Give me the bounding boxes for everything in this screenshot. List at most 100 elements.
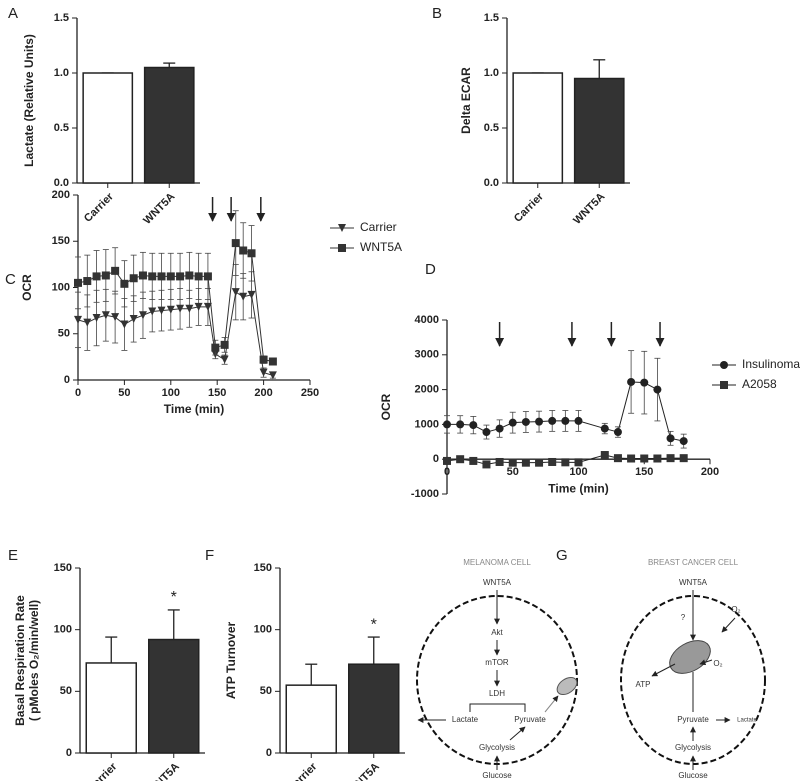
- y-tick-label: 100: [254, 624, 272, 636]
- x-tick-label: Carrier: [85, 760, 120, 781]
- x-tick-label: 50: [507, 466, 519, 478]
- point: [239, 246, 248, 255]
- node: Glucose: [482, 771, 512, 780]
- point: [74, 278, 82, 287]
- point: [129, 274, 138, 283]
- x-tick-label: 50: [118, 387, 130, 399]
- y-tick-label: 2000: [415, 384, 439, 396]
- point: [574, 458, 583, 467]
- y-tick-label: 1.5: [54, 12, 69, 24]
- point: [653, 385, 662, 394]
- node: O₂: [731, 605, 740, 614]
- node: WNT5A: [679, 578, 708, 587]
- y-tick-label: 100: [52, 281, 70, 293]
- x-tick-label: 200: [254, 387, 272, 399]
- point: [194, 302, 203, 311]
- y-tick-label: 0: [433, 453, 439, 465]
- point: [627, 377, 636, 386]
- y-tick-label: 1.5: [484, 12, 499, 24]
- arrow: [699, 659, 713, 666]
- legend-marker: [338, 224, 346, 232]
- point: [456, 420, 465, 429]
- point: [482, 460, 491, 469]
- point: [176, 272, 185, 281]
- y-tick-label: 1000: [415, 418, 439, 430]
- point: [521, 458, 530, 467]
- bar: [348, 663, 400, 754]
- point: [456, 455, 465, 464]
- legend-marker: [720, 381, 728, 389]
- point: [469, 421, 478, 430]
- point: [259, 355, 268, 364]
- y-tick-label: 200: [52, 189, 70, 201]
- y-tick-label: 0.5: [484, 122, 499, 134]
- y-tick-label: 0: [66, 747, 72, 759]
- y-tick-label: 1.0: [484, 67, 499, 79]
- legend-label: WNT5A: [360, 240, 402, 254]
- point: [138, 311, 147, 320]
- point: [166, 272, 175, 281]
- point: [469, 456, 478, 465]
- mitochondrion: [556, 676, 578, 696]
- point: [535, 458, 544, 467]
- node: LDH: [489, 689, 505, 698]
- node: Akt: [491, 628, 503, 637]
- bar: [148, 638, 200, 754]
- point: [231, 288, 240, 297]
- point: [111, 266, 120, 275]
- bar: [573, 77, 625, 184]
- point: [653, 454, 662, 463]
- point: [268, 357, 277, 366]
- legend-label: Insulinoma: [742, 357, 800, 371]
- x-tick-label: Carrier: [512, 190, 547, 225]
- x-tick-label: Carrier: [285, 760, 320, 781]
- point: [443, 456, 451, 465]
- y-tick-label: 50: [58, 328, 70, 340]
- point: [120, 279, 129, 288]
- y-tick-label: 50: [60, 685, 72, 697]
- point: [157, 306, 166, 315]
- bar: [512, 72, 564, 184]
- panel-letter: C: [5, 271, 16, 288]
- y-tick-label: -1000: [411, 488, 439, 500]
- x-axis-label: Time (min): [164, 402, 224, 416]
- point: [640, 454, 649, 463]
- point: [521, 417, 530, 426]
- panel-letter: F: [205, 547, 214, 564]
- point: [600, 451, 609, 460]
- y-tick-label: 150: [254, 562, 272, 574]
- point: [666, 434, 675, 443]
- x-tick-label: 0: [75, 387, 81, 399]
- x-tick-label: 100: [162, 387, 180, 399]
- point: [185, 304, 194, 313]
- point: [600, 424, 609, 433]
- x-tick-label: WNT5A: [141, 191, 177, 227]
- point: [259, 368, 268, 377]
- series-line: [77, 242, 273, 362]
- node: Pyruvate: [514, 715, 546, 724]
- y-tick-label: 0.5: [54, 122, 69, 134]
- y-axis-label: OCR: [379, 393, 393, 420]
- point: [92, 272, 101, 281]
- y-axis-label: ( pMoles O₂/min/well): [27, 600, 41, 721]
- panel-letter: B: [432, 5, 442, 22]
- node: mTOR: [485, 658, 509, 667]
- point: [495, 457, 504, 466]
- y-tick-label: 0: [266, 747, 272, 759]
- point: [83, 277, 92, 286]
- x-tick-label: Carrier: [82, 190, 117, 225]
- point: [613, 454, 622, 463]
- point: [101, 311, 110, 320]
- point: [508, 418, 517, 427]
- bar: [82, 72, 134, 184]
- y-tick-label: 0.0: [484, 177, 499, 189]
- point: [120, 320, 129, 329]
- arrow: [509, 726, 526, 741]
- node: ?: [681, 613, 686, 622]
- arrow: [544, 695, 559, 713]
- point: [561, 416, 570, 425]
- point: [148, 272, 157, 281]
- annotation: *: [371, 616, 377, 633]
- bracket: [469, 703, 526, 712]
